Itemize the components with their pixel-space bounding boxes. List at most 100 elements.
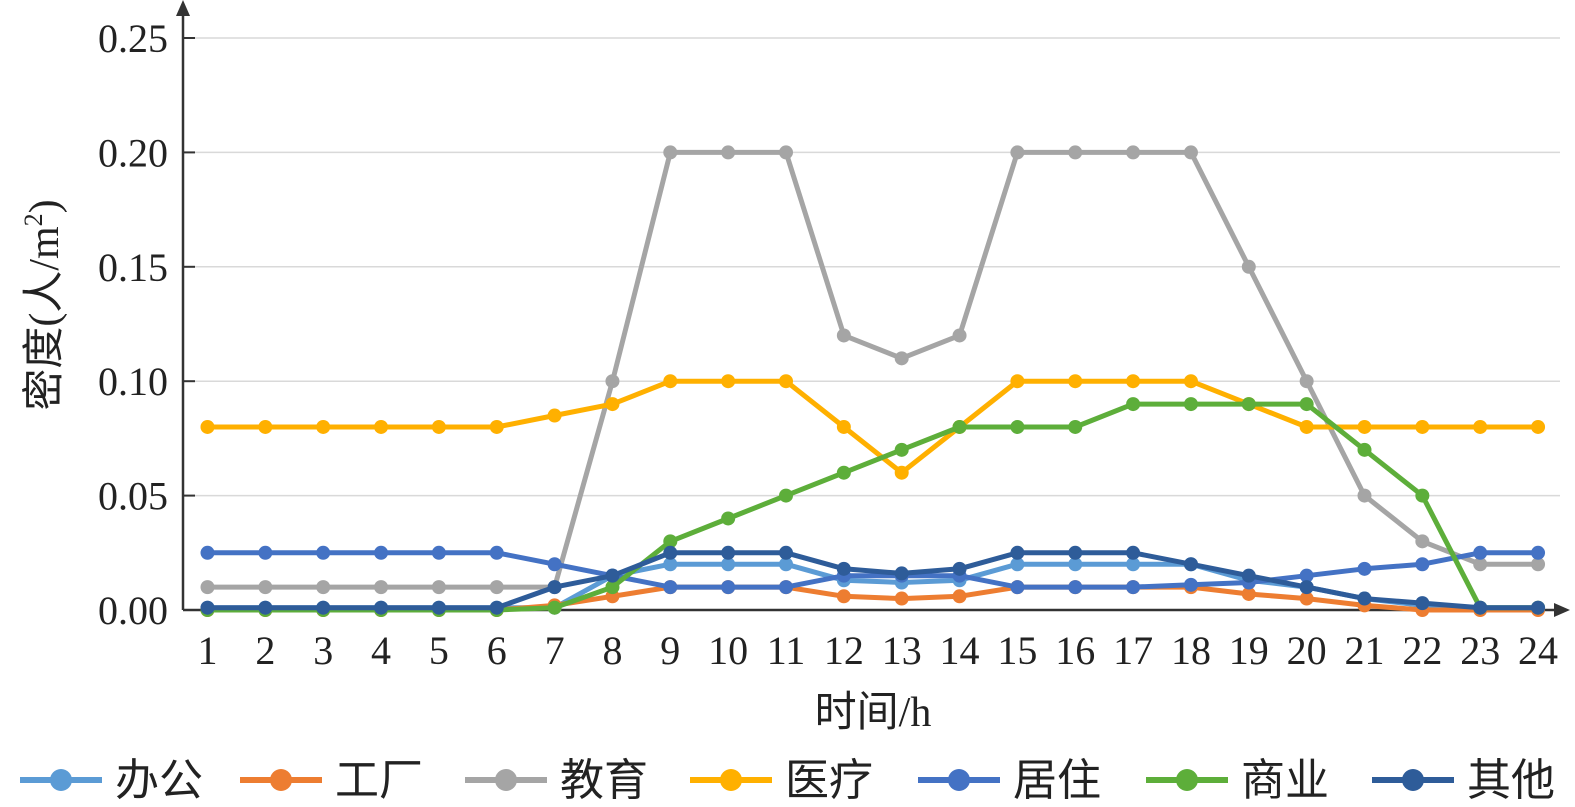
- data-point: [779, 488, 793, 503]
- data-point: [316, 419, 331, 434]
- data-point: [1357, 442, 1372, 457]
- series-教育: [200, 145, 1546, 595]
- legend-label: 教育: [560, 756, 648, 805]
- x-tick-label: 7: [545, 628, 565, 673]
- data-point: [1183, 397, 1198, 412]
- y-tick-label: 0.00: [98, 588, 168, 633]
- data-point: [605, 580, 620, 595]
- data-point: [1299, 419, 1314, 434]
- data-point: [374, 600, 389, 615]
- data-point: [547, 408, 562, 423]
- data-point: [1531, 419, 1546, 434]
- x-tick-label: 4: [371, 628, 391, 673]
- data-point: [316, 580, 331, 595]
- y-axis-label-unit-close: ): [22, 199, 68, 213]
- data-point: [1531, 545, 1546, 560]
- data-point: [489, 419, 504, 434]
- x-tick-label: 3: [313, 628, 333, 673]
- x-tick-label: 9: [660, 628, 680, 673]
- x-tick-label: 24: [1518, 628, 1558, 673]
- data-point: [1241, 568, 1256, 583]
- data-point: [1415, 534, 1430, 549]
- data-point: [489, 545, 504, 560]
- data-point: [316, 600, 331, 615]
- legend-item: 工厂: [240, 756, 423, 805]
- data-point: [1183, 577, 1198, 592]
- data-point: [1415, 488, 1430, 503]
- data-point: [1473, 419, 1488, 434]
- legend: 办公 工厂 教育 医疗 居住 商业 其他: [20, 756, 1555, 805]
- data-point: [1010, 545, 1025, 560]
- data-point: [1415, 557, 1430, 572]
- data-point: [316, 545, 331, 560]
- legend-label: 居住: [1013, 756, 1101, 805]
- data-point: [489, 580, 504, 595]
- data-point: [374, 545, 389, 560]
- series-居住: [200, 545, 1546, 595]
- data-point: [1010, 557, 1025, 572]
- y-axis-label-unit-sup: 2: [19, 213, 48, 226]
- legend-marker: [1176, 769, 1198, 791]
- gridlines: [183, 37, 1560, 611]
- legend-marker: [1402, 769, 1424, 791]
- legend-marker: [270, 769, 292, 791]
- data-point: [489, 600, 504, 615]
- x-tick-label: 5: [429, 628, 449, 673]
- series-line: [207, 550, 1538, 590]
- x-tick-labels: 1 2 3 4 5 6 7 8 9 10 11 12 13 14 15 16 17 18 19 20 21 22 23 24: [198, 628, 1559, 673]
- data-point: [663, 557, 678, 572]
- x-tick-label: 18: [1171, 628, 1211, 673]
- y-axis-label-main: 密度: [21, 327, 68, 411]
- data-point: [663, 545, 678, 560]
- data-point: [200, 419, 215, 434]
- x-tick-label: 15: [997, 628, 1037, 673]
- data-point: [258, 419, 273, 434]
- data-point: [1299, 568, 1314, 583]
- data-point: [779, 545, 793, 560]
- data-point: [200, 600, 215, 615]
- data-point: [721, 545, 736, 560]
- data-point: [605, 397, 620, 412]
- data-point: [1183, 145, 1198, 160]
- legend-marker: [495, 769, 517, 791]
- x-tick-label: 20: [1287, 628, 1327, 673]
- x-tick-label: 16: [1055, 628, 1095, 673]
- data-point: [779, 374, 793, 389]
- legend-marker: [948, 769, 970, 791]
- x-tick-label: 22: [1402, 628, 1442, 673]
- data-point: [1068, 419, 1083, 434]
- data-point: [721, 557, 736, 572]
- data-point: [1299, 397, 1314, 412]
- data-point: [952, 589, 967, 604]
- data-point: [431, 580, 446, 595]
- y-tick-label: 0.20: [98, 130, 168, 175]
- data-point: [779, 580, 793, 595]
- data-point: [200, 580, 215, 595]
- data-point: [547, 580, 562, 595]
- data-point: [605, 568, 620, 583]
- legend-item: 办公: [20, 756, 203, 805]
- data-point: [374, 419, 389, 434]
- x-tick-label: 10: [708, 628, 748, 673]
- legend-item: 其他: [1372, 756, 1555, 805]
- data-point: [431, 545, 446, 560]
- x-tick-label: 11: [767, 628, 806, 673]
- x-tick-label: 19: [1229, 628, 1269, 673]
- data-point: [721, 511, 736, 526]
- data-point: [1126, 145, 1141, 160]
- x-tick-label: 12: [824, 628, 864, 673]
- data-point: [894, 465, 909, 480]
- x-axis-label: 时间/h: [815, 690, 932, 736]
- data-point: [952, 561, 967, 576]
- legend-label: 工厂: [335, 756, 423, 805]
- x-tick-label: 21: [1345, 628, 1385, 673]
- data-point: [1126, 557, 1141, 572]
- series-医疗: [200, 374, 1546, 480]
- data-point: [1531, 600, 1546, 615]
- data-point: [721, 580, 736, 595]
- data-point: [1241, 397, 1256, 412]
- data-point: [1473, 600, 1488, 615]
- y-tick-labels: 0.00 0.05 0.10 0.15 0.20 0.25: [98, 16, 168, 633]
- y-axis-label: 密度(人/m2): [19, 199, 68, 410]
- data-point: [1299, 580, 1314, 595]
